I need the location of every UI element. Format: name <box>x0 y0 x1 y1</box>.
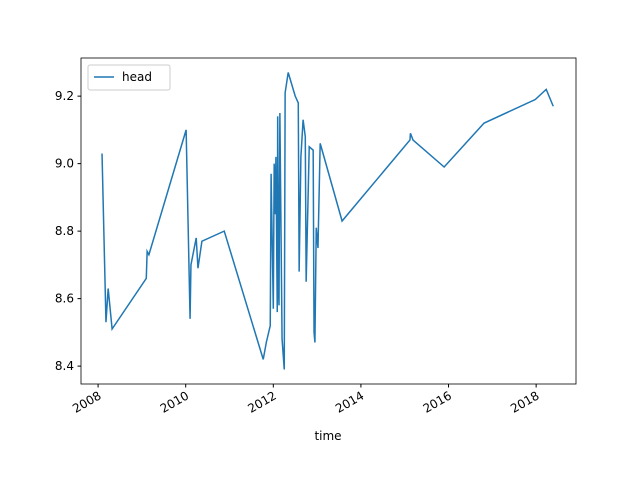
y-tick-label: 8.4 <box>55 359 74 373</box>
x-tick-label: 2008 <box>70 388 103 415</box>
y-tick-label: 9.0 <box>55 157 74 171</box>
x-tick-label: 2014 <box>333 388 366 415</box>
x-tick-label: 2018 <box>508 388 541 415</box>
x-tick-label: 2016 <box>421 388 454 415</box>
legend-label: head <box>122 70 152 84</box>
x-tick-label: 2012 <box>245 388 278 415</box>
plot-frame <box>80 57 577 385</box>
y-tick-label: 9.2 <box>55 89 74 103</box>
x-axis-label: time <box>314 429 341 443</box>
legend-box <box>87 64 171 91</box>
data-line <box>101 72 554 370</box>
x-tick-label: 2010 <box>158 388 191 415</box>
y-tick-label: 8.8 <box>55 224 74 238</box>
y-tick-label: 8.6 <box>55 292 74 306</box>
